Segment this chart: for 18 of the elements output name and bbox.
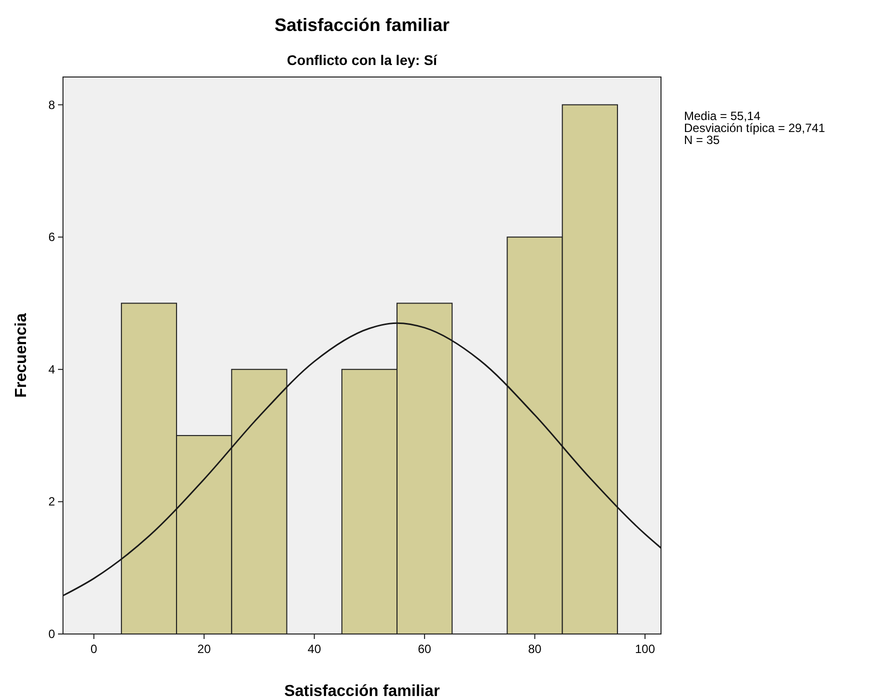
text: N = 35 (684, 133, 720, 147)
text: Desviación típica = 29,741 (684, 121, 826, 135)
y-tick-label: 4 (48, 362, 56, 376)
y-axis-title: Frecuencia (13, 313, 30, 398)
x-tick-label: 20 (197, 642, 212, 656)
text: Media = 55,14 (684, 109, 761, 123)
y-tick-label: 0 (48, 627, 56, 641)
y-tick-label: 6 (48, 230, 56, 244)
x-axis-title: Satisfacción familiar (284, 683, 440, 700)
chart-subtitle: Conflicto con la ley: Sí (286, 52, 438, 68)
y-tick-label: 8 (48, 98, 56, 112)
x-tick-label: 60 (418, 642, 432, 656)
y-tick-label: 2 (48, 494, 56, 509)
x-tick-label: 0 (90, 642, 98, 656)
x-tick-label: 80 (528, 642, 542, 656)
x-tick-label: 100 (635, 642, 656, 656)
x-tick-label: 40 (308, 642, 322, 656)
chart-title: Satisfacción familiar (274, 15, 450, 35)
